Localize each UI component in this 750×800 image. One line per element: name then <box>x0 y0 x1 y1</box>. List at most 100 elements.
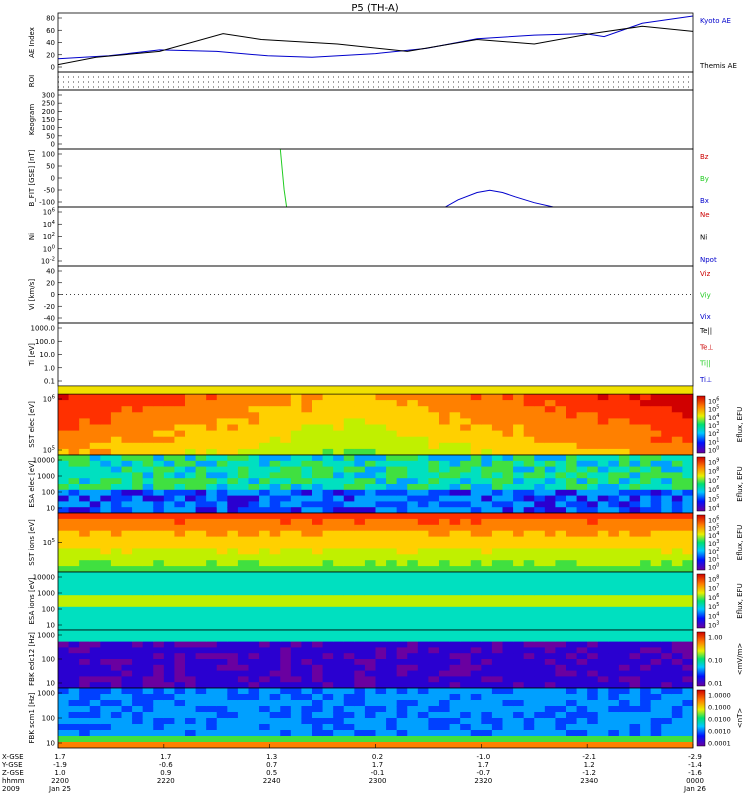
heatmap-cell <box>650 430 662 438</box>
heatmap-cell <box>481 682 493 688</box>
heatmap-cell <box>428 664 440 672</box>
heatmap-cell <box>491 518 503 526</box>
heatmap-cell <box>460 548 472 555</box>
heatmap-cell <box>79 595 91 602</box>
colorbar-tick-exp: 5 <box>716 494 719 500</box>
heatmap-cell <box>534 653 546 660</box>
heatmap-cell <box>343 595 355 602</box>
heatmap-cell <box>259 601 271 608</box>
heatmap-cell <box>174 583 186 590</box>
heatmap-cell <box>79 712 91 719</box>
heatmap-cell <box>661 442 673 450</box>
heatmap-cell <box>566 676 578 683</box>
heatmap-cell <box>449 560 461 567</box>
heatmap-cell <box>502 601 514 608</box>
heatmap-cell <box>312 676 324 683</box>
heatmap-cell <box>502 682 514 688</box>
heatmap-cell <box>629 577 641 585</box>
heatmap-cell <box>301 484 313 491</box>
heatmap-cell <box>523 659 535 666</box>
heatmap-cell <box>333 513 345 520</box>
heatmap-cell <box>185 659 197 666</box>
heatmap-cell <box>227 641 239 648</box>
heatmap-cell <box>375 566 387 572</box>
heatmap-cell <box>671 641 683 648</box>
heatmap-cell <box>227 612 239 619</box>
heatmap-cell <box>227 530 239 538</box>
heatmap-cell <box>534 484 546 491</box>
heatmap-cell <box>375 682 387 688</box>
heatmap-cell <box>195 635 207 643</box>
heatmap-cell <box>248 466 260 473</box>
heatmap-cell <box>110 406 122 413</box>
heatmap-cell <box>290 489 302 497</box>
heatmap-cell <box>407 518 419 526</box>
heatmap-cell <box>216 424 228 432</box>
heatmap-cell <box>248 624 260 630</box>
heatmap-cell <box>364 612 376 619</box>
panel-frame <box>57 89 694 150</box>
heatmap-cell <box>153 653 165 660</box>
heatmap-cell <box>269 659 281 666</box>
heatmap-cell <box>174 484 186 491</box>
ytick-label: 150 <box>42 116 55 124</box>
heatmap-cell <box>523 583 535 590</box>
heatmap-cell <box>618 670 630 677</box>
heatmap-cell <box>185 513 197 520</box>
heatmap-cell <box>396 688 408 695</box>
heatmap-cell <box>354 664 366 672</box>
heatmap-cell <box>428 524 440 532</box>
heatmap-cell <box>185 554 197 561</box>
heatmap-cell <box>343 694 355 701</box>
heatmap-cell <box>396 448 408 455</box>
heatmap-cell <box>354 436 366 444</box>
heatmap-cell <box>132 406 144 413</box>
heatmap-cell <box>640 530 652 538</box>
heatmap-cell <box>481 536 493 543</box>
heatmap-cell <box>375 507 387 513</box>
heatmap-cell <box>163 700 175 707</box>
heatmap-cell <box>608 406 620 413</box>
heatmap-cell <box>185 448 197 455</box>
heatmap-cell <box>79 455 91 462</box>
heatmap-cell <box>89 507 101 513</box>
heatmap-cell <box>566 566 578 572</box>
heatmap-cell <box>259 730 271 737</box>
heatmap-cell <box>460 718 472 725</box>
heatmap-cell <box>502 501 514 508</box>
heatmap-cell <box>661 641 673 648</box>
heatmap-cell <box>206 624 218 630</box>
heatmap-cell <box>163 455 175 462</box>
heatmap-cell <box>227 418 239 425</box>
heatmap-cell <box>502 400 514 407</box>
heatmap-cell <box>502 536 514 543</box>
heatmap-cell <box>185 560 197 567</box>
heatmap-cell <box>513 455 525 462</box>
heatmap-cell <box>587 466 599 473</box>
heatmap-cell <box>661 560 673 567</box>
heatmap-cell <box>333 566 345 572</box>
heatmap-cell <box>322 577 334 585</box>
heatmap-cell <box>110 712 122 719</box>
heatmap-cell <box>153 412 165 419</box>
heatmap-cell <box>618 507 630 513</box>
heatmap-cell <box>206 664 218 672</box>
heatmap-cell <box>417 730 429 737</box>
heatmap-cell <box>608 424 620 432</box>
heatmap-cell <box>354 635 366 643</box>
heatmap-cell <box>259 501 271 508</box>
heatmap-cell <box>343 418 355 425</box>
heatmap-cell <box>322 736 334 743</box>
heatmap-cell <box>185 400 197 407</box>
heatmap-cell <box>237 406 249 413</box>
heatmap-cell <box>174 430 186 438</box>
heatmap-cell <box>121 542 133 549</box>
heatmap-cell <box>502 618 514 625</box>
heatmap-cell <box>396 724 408 731</box>
heatmap-cell <box>439 577 451 585</box>
heatmap-cell <box>216 513 228 520</box>
heatmap-cell <box>417 612 429 619</box>
heatmap-cell <box>608 659 620 666</box>
heatmap-cell <box>364 589 376 596</box>
heatmap-cell <box>354 742 366 748</box>
